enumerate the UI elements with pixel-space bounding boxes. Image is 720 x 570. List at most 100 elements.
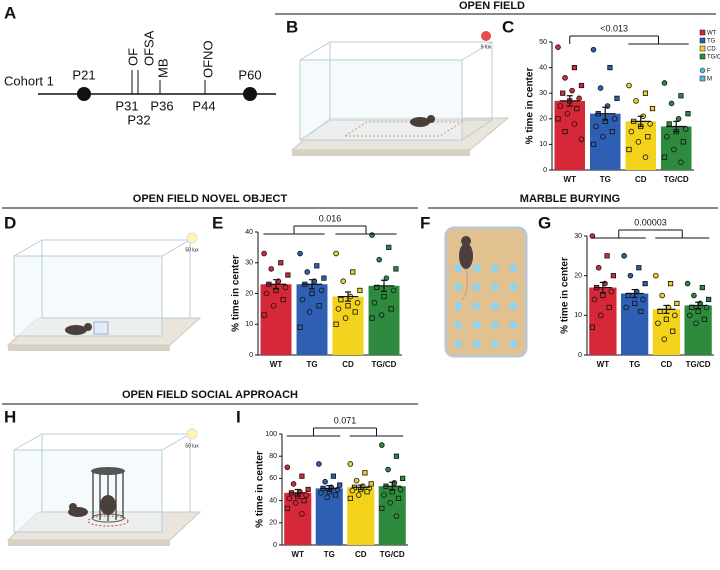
error-bar [265,279,287,290]
error-bar [657,304,676,314]
section-title: OPEN FIELD NOVEL OBJECT [133,193,288,205]
data-point [684,280,691,287]
data-point [590,46,597,53]
data-point [664,133,670,140]
endpoint-label: P21 [72,67,95,82]
legend-label: TG/CD [707,55,720,61]
data-point [285,272,291,278]
data-point [682,126,689,132]
y-tick-label: 40 [245,229,253,236]
y-tick-label: 20 [539,116,547,123]
data-point [306,309,313,315]
data-point [388,306,394,312]
data-point [666,121,672,127]
x-tick-label: TG [306,360,317,369]
y-tick-label: 10 [539,141,547,148]
data-point [353,477,360,484]
p-value: <0.013 [600,23,628,33]
data-point [400,475,406,482]
data-point [671,312,678,319]
error-bar [595,106,616,121]
error-bar [625,288,644,299]
y-tick-label: 80 [269,453,277,460]
cohort-label: Cohort 1 [4,73,54,88]
data-point [640,296,646,303]
data-point [314,263,320,269]
y-tick-label: 50 [539,39,547,46]
data-point [661,80,668,86]
data-point [611,116,618,122]
social-approach-illustration: 50 lux [6,428,202,546]
data-point [555,44,561,50]
data-point [632,300,638,307]
data-point [626,146,632,153]
bar-chart: 0 10 20 30 40 50 % time in center WT TG CD TG/CD <0… [525,23,720,184]
data-point [555,116,561,122]
panel-letter: B [286,17,298,36]
marble [472,264,481,272]
data-point [693,320,699,327]
lux-label: 9 lux [481,44,492,50]
data-point [590,141,597,147]
lux-label: 50 lux [185,247,199,253]
data-point [661,336,668,342]
legend-swatch [699,45,706,52]
error-bar [383,481,402,491]
data-point [642,280,648,287]
data-point [608,288,615,295]
error-bar [320,485,339,492]
mouse-head [461,236,471,246]
section-title: MARBLE BURYING [520,193,620,205]
data-point [316,461,322,467]
open-field-illustration: 9 lux [290,31,510,156]
data-point [607,65,613,71]
error-bar [288,488,307,497]
data-point [606,304,612,311]
test-label: OF [125,48,140,66]
data-point [324,494,330,501]
data-point [299,296,306,303]
x-tick-label: TG/CD [372,360,397,369]
mouse-tail [461,268,468,301]
data-point [571,65,578,71]
data-point [675,116,682,122]
data-point [352,309,358,315]
y-tick-label: 40 [539,64,547,71]
timeline-dot [77,87,91,101]
marble [454,264,462,272]
data-point [574,105,580,112]
marble [509,302,518,310]
marble [454,340,462,348]
marble [509,340,518,348]
data-point [371,299,378,306]
data-point [335,306,342,312]
legend-label: CD [707,47,716,53]
data-point [290,481,297,487]
data-point [369,232,375,238]
p-value: 0.071 [334,415,357,425]
error-bar [689,301,708,310]
data-point [278,260,284,266]
bar-chart: 0 20 40 60 80 100 % time in center WT TG CD TG/CD 0… [255,415,408,559]
data-point [261,250,267,257]
data-point [397,486,404,493]
marble [472,283,481,291]
x-tick-label: CD [635,175,647,184]
x-tick-label: WT [564,175,577,184]
data-point [655,320,661,327]
data-point [600,292,606,299]
marble [491,302,499,310]
marble [491,321,499,329]
data-point [387,500,393,506]
y-tick-label: 10 [245,321,253,328]
lux-label: 50 lux [185,443,199,449]
data-point [647,121,653,127]
data-point [362,470,368,476]
data-point [393,266,399,272]
data-point [318,287,325,294]
data-point [671,146,677,153]
error-bar [373,279,395,292]
legend-label: F [707,69,711,75]
data-point [699,284,705,291]
